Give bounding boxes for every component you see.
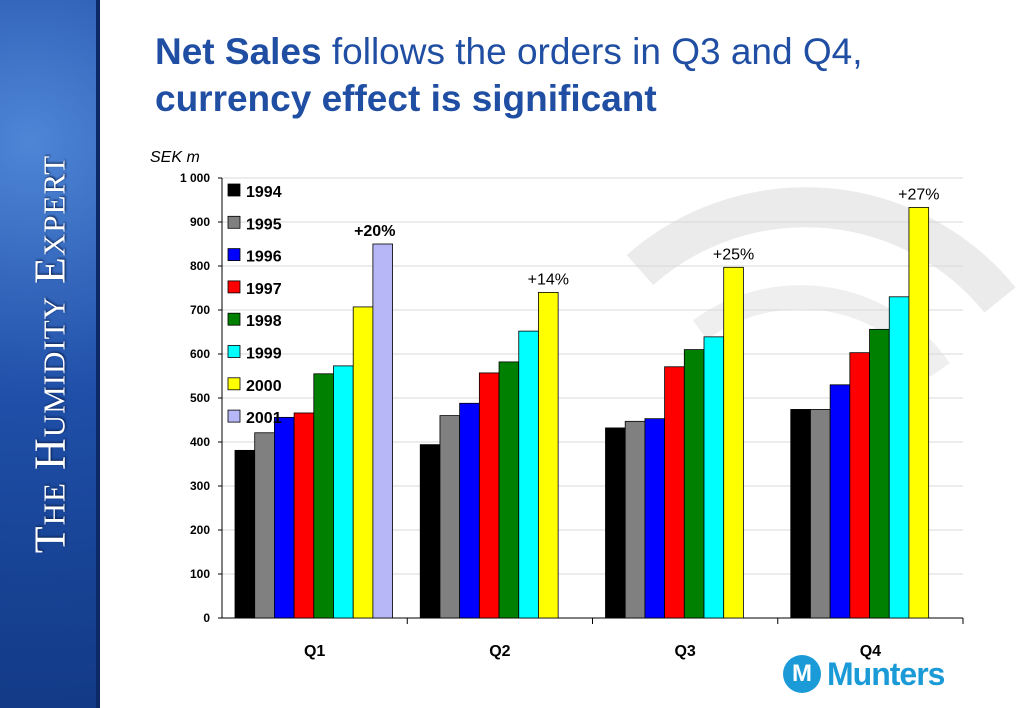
- y-tick-label: 400: [190, 435, 210, 449]
- background-arc: [626, 187, 1016, 313]
- growth-annotation: +27%: [898, 186, 939, 203]
- slide-title: Net Sales follows the orders in Q3 and Q…: [155, 28, 995, 122]
- y-tick-label: 200: [190, 523, 210, 537]
- bar-1994-q4: [790, 409, 811, 619]
- legend-swatch-2000: [227, 377, 241, 391]
- title-rest: follows the orders in Q3 and Q4,: [321, 31, 863, 72]
- legend-swatch-1998: [227, 312, 241, 326]
- x-tick-label: Q4: [860, 643, 881, 660]
- y-tick-label: 500: [190, 391, 210, 405]
- bar-2000-q1: [352, 306, 374, 619]
- munters-logo-icon: M: [783, 655, 821, 693]
- legend-label-1996: 1996: [246, 249, 282, 266]
- bar-2000-q2: [538, 291, 559, 619]
- bar-1996-q1: [273, 416, 295, 619]
- growth-annotation: +20%: [354, 223, 395, 240]
- bar-1999-q1: [333, 365, 354, 619]
- legend-label-2001: 2001: [246, 410, 282, 427]
- bar-2000-q3: [723, 266, 744, 619]
- y-tick-label: 1 000: [180, 171, 210, 185]
- bar-1997-q4: [849, 352, 870, 619]
- bar-1994-q1: [234, 449, 256, 619]
- title-bold-net-sales: Net Sales: [155, 31, 322, 72]
- bar-1998-q1: [313, 373, 334, 619]
- y-tick-label: 600: [190, 347, 210, 361]
- x-tick-label: Q2: [489, 643, 510, 660]
- bar-1999-q2: [518, 330, 539, 619]
- y-tick-label: 700: [190, 303, 210, 317]
- bar-1996-q2: [459, 402, 480, 619]
- bar-1999-q3: [703, 336, 725, 619]
- growth-annotation: +14%: [528, 271, 569, 288]
- legend-swatch-1994: [227, 183, 241, 197]
- bar-1999-q4: [888, 296, 910, 619]
- bar-1998-q4: [869, 328, 890, 619]
- bar-1998-q2: [498, 361, 520, 619]
- bar-1995-q3: [624, 420, 646, 619]
- legend-swatch-1995: [227, 215, 241, 229]
- legend-swatch-1997: [227, 280, 241, 294]
- legend-swatch-1999: [227, 345, 241, 358]
- legend-swatch-1996: [227, 248, 241, 262]
- bar-2001-q1: [372, 243, 393, 619]
- bar-1995-q2: [439, 415, 461, 619]
- legend-label-2000: 2000: [246, 378, 282, 395]
- bar-1997-q1: [293, 412, 315, 619]
- bar-1994-q3: [605, 427, 626, 619]
- legend-label-1997: 1997: [246, 281, 282, 298]
- munters-logo-text: Munters: [827, 655, 945, 692]
- legend-label-1995: 1995: [246, 216, 282, 233]
- legend-label-1998: 1998: [246, 313, 282, 330]
- y-tick-label: 0: [203, 611, 210, 625]
- y-tick-label: 900: [190, 215, 210, 229]
- bar-1995-q4: [810, 409, 831, 619]
- legend-label-1999: 1999: [246, 346, 282, 363]
- title-line-2: currency effect is significant: [155, 78, 657, 119]
- bar-1997-q3: [664, 366, 685, 619]
- y-tick-label: 100: [190, 567, 210, 581]
- legend-swatch-2001: [227, 409, 241, 423]
- y-tick-label: 800: [190, 259, 210, 273]
- growth-annotation: +25%: [713, 246, 754, 263]
- legend-label-1994: 1994: [246, 184, 282, 201]
- bar-1995-q1: [254, 432, 275, 619]
- bar-1998-q3: [683, 349, 705, 619]
- bar-2000-q4: [908, 207, 930, 619]
- bar-1994-q2: [419, 444, 441, 619]
- munters-logo: M Munters: [783, 652, 973, 696]
- bar-1997-q2: [478, 372, 500, 619]
- bar-1996-q3: [644, 418, 666, 619]
- x-tick-label: Q3: [674, 643, 695, 660]
- unit-label: SEK m: [150, 149, 200, 166]
- sidebar-brand-band: The Humidity Expert: [0, 0, 100, 708]
- x-tick-label: Q1: [304, 643, 325, 660]
- bar-1996-q4: [829, 384, 851, 619]
- y-tick-label: 300: [190, 479, 210, 493]
